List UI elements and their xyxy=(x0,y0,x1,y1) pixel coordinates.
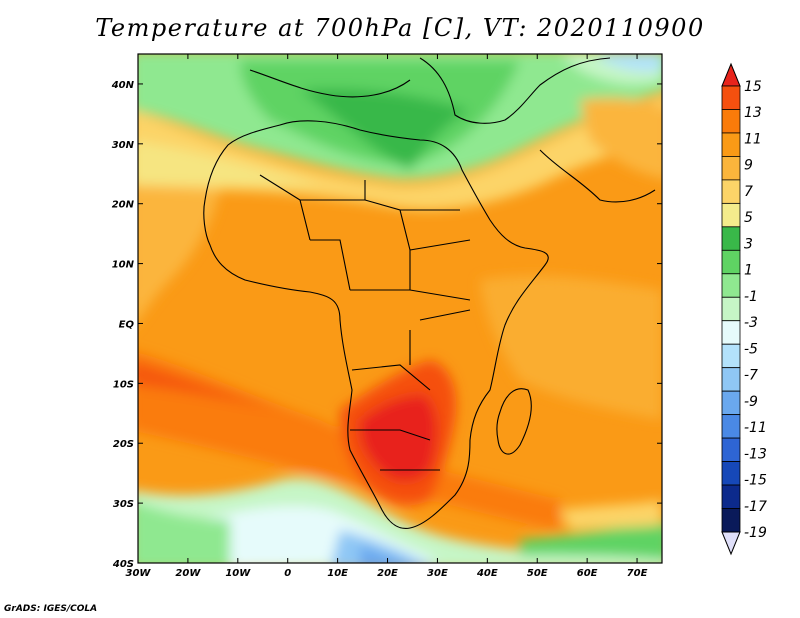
x-tick-label: 30W xyxy=(126,568,152,579)
colorbar-segment xyxy=(721,132,741,157)
colorbar-segment xyxy=(721,320,741,345)
y-tick-label: EQ xyxy=(119,319,135,330)
colorbar-segment xyxy=(721,367,741,392)
colorbar-label: -13 xyxy=(744,446,767,462)
y-tick-label: 10S xyxy=(113,379,134,390)
y-tick-label: 40S xyxy=(112,559,134,570)
x-tick-label: 0 xyxy=(284,568,291,579)
colorbar-top-arrow xyxy=(721,62,741,87)
x-tick-label: 10W xyxy=(225,568,251,579)
map-title: Temperature at 700hPa [C], VT: 202011090… xyxy=(95,14,705,42)
colorbar-label: -1 xyxy=(744,289,758,305)
colorbar-segment xyxy=(721,273,741,298)
colorbar-segment xyxy=(721,226,741,251)
x-tick-label: 20E xyxy=(377,568,398,579)
colorbar-segment xyxy=(721,109,741,134)
colorbar-segment xyxy=(721,414,741,439)
colorbar-label: -7 xyxy=(744,368,758,384)
colorbar-label: 3 xyxy=(744,236,753,252)
colorbar-segment xyxy=(721,202,741,228)
coastlines xyxy=(203,57,656,529)
colorbar-segment xyxy=(721,508,741,533)
map-frame xyxy=(137,53,663,564)
credit-label: GrADS: IGES/COLA xyxy=(4,604,98,614)
colorbar-label: 9 xyxy=(744,158,753,174)
y-tick-label: 40N xyxy=(111,80,135,91)
x-tick-label: 20W xyxy=(175,568,201,579)
x-tick-label: 60E xyxy=(577,568,598,579)
colorbar-segment xyxy=(721,390,741,416)
colorbar-label: 7 xyxy=(744,184,753,200)
y-tick-label: 30S xyxy=(113,499,134,510)
colorbar-segment xyxy=(721,437,741,462)
colorbar-segment xyxy=(721,179,741,204)
colorbar-segment xyxy=(721,343,741,369)
colorbar-label: -9 xyxy=(744,394,758,410)
x-tick-label: 10E xyxy=(327,568,348,579)
colorbar: 15 13 11 9 7 5 3 1 -1 -3 -5 -7 -9 -11 -13 -15 -17 -19 xyxy=(721,62,767,556)
colorbar-bottom-arrow xyxy=(721,531,741,556)
y-tick-label: 30N xyxy=(112,140,135,151)
colorbar-label: 15 xyxy=(744,79,762,95)
colorbar-label: 11 xyxy=(744,131,762,147)
colorbar-segment xyxy=(721,461,741,486)
colorbar-label: 13 xyxy=(744,105,762,121)
colorbar-segment xyxy=(721,249,741,275)
colorbar-segment xyxy=(721,156,741,181)
colorbar-segment xyxy=(721,85,741,110)
colorbar-label: -15 xyxy=(744,473,767,489)
colorbar-label: 5 xyxy=(744,210,753,226)
colorbar-segment xyxy=(721,296,741,322)
x-tick-label: 50E xyxy=(527,568,548,579)
x-tick-label: 40E xyxy=(476,568,498,579)
colorbar-label: -11 xyxy=(744,420,767,436)
colorbar-label: -3 xyxy=(744,315,758,331)
colorbar-label: -19 xyxy=(744,525,767,541)
y-tick-label: 20N xyxy=(112,200,135,211)
temperature-field xyxy=(138,54,662,563)
colorbar-label: -17 xyxy=(744,499,767,515)
colorbar-label: -5 xyxy=(744,341,758,357)
colorbar-segment xyxy=(721,484,741,509)
x-tick-label: 70E xyxy=(627,568,648,579)
y-tick-label: 20S xyxy=(113,439,134,450)
y-tick-label: 10N xyxy=(112,260,135,271)
colorbar-label: 1 xyxy=(744,263,753,279)
x-tick-label: 30E xyxy=(427,568,448,579)
